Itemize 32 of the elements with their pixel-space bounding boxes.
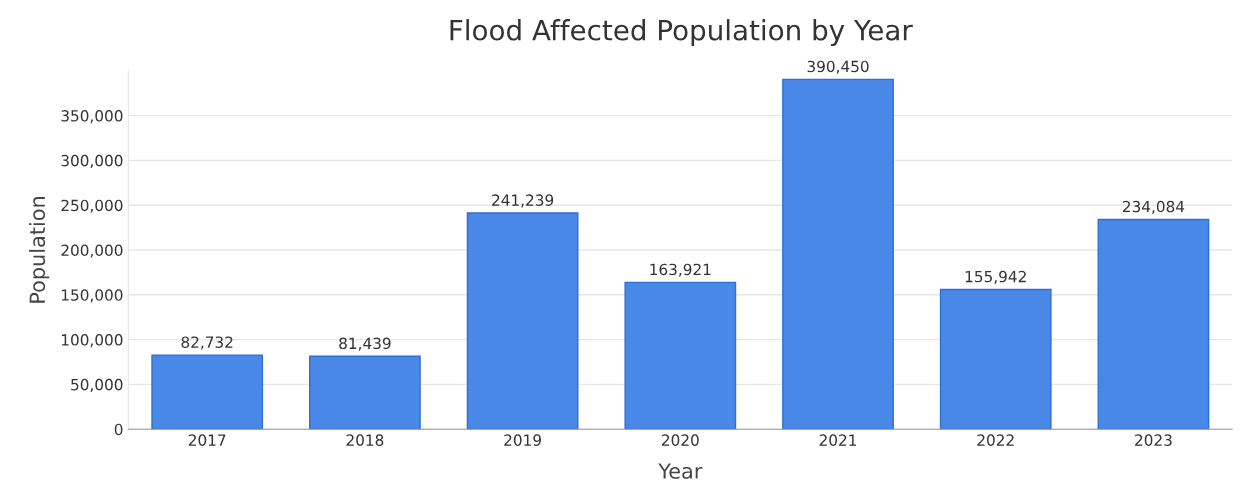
y-tick-label: 200,000 (61, 244, 123, 258)
x-tick-label: 2023 (1135, 434, 1172, 446)
x-tick-label: 2019 (504, 434, 541, 446)
y-tick-label: 50,000 (71, 378, 123, 392)
bar (624, 281, 737, 430)
bar (939, 288, 1052, 430)
data-label: 163,921 (650, 263, 711, 277)
bar (466, 212, 579, 430)
y-tick-label: 350,000 (61, 110, 123, 124)
y-tick-label: 150,000 (61, 289, 123, 303)
y-tick-label: 300,000 (61, 154, 123, 168)
x-tick-label: 2018 (346, 434, 384, 446)
y-tick-label: 100,000 (61, 334, 123, 348)
data-label: 155,942 (965, 270, 1026, 284)
y-tick-label: 0 (114, 423, 123, 436)
data-label: 241,239 (492, 194, 554, 208)
data-label: 234,084 (1122, 200, 1185, 214)
x-axis-title: Year (658, 463, 703, 479)
chart-title: Flood Affected Population by Year (450, 19, 913, 46)
data-label: 390,450 (807, 60, 869, 74)
x-tick-label: 2022 (977, 434, 1014, 446)
bar (309, 355, 421, 430)
y-axis-title: Population (29, 197, 50, 303)
y-tick-label: 250,000 (61, 199, 123, 213)
x-tick-label: 2020 (661, 434, 699, 446)
x-tick-label: 2017 (188, 434, 226, 446)
x-tick-label: 2021 (819, 434, 857, 446)
data-label: 82,732 (181, 336, 233, 350)
data-label: 81,439 (339, 337, 391, 351)
bar (151, 354, 264, 430)
bar (782, 78, 894, 430)
bar (1097, 218, 1210, 430)
